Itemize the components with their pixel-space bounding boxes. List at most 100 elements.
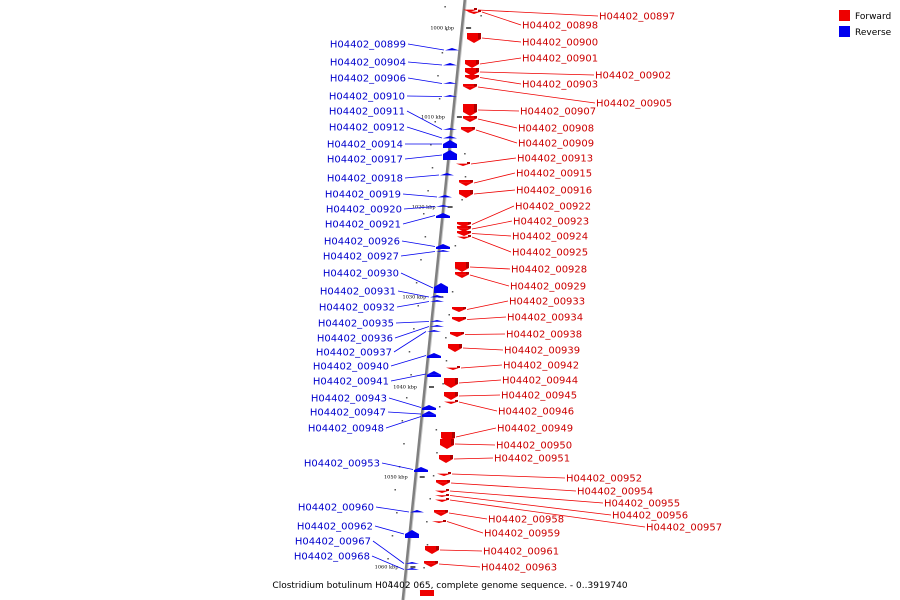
forward-gene-arrow [459, 194, 473, 198]
forward-leader-line [455, 427, 497, 438]
forward-gene-arrow [456, 163, 470, 166]
forward-gene-shade [436, 546, 439, 550]
forward-gene-arrow [463, 118, 477, 122]
forward-gene-arrow [452, 309, 466, 312]
reverse-gene-arrow [427, 330, 441, 332]
forward-gene-arrow [444, 401, 458, 404]
minor-feature-dot [427, 190, 429, 192]
kbp-tick-label: 1060 kbp [375, 565, 399, 571]
reverse-leader-line [397, 290, 430, 298]
forward-leader-line [449, 495, 612, 516]
forward-gene-label: H04402_00907 [520, 107, 596, 118]
minor-feature-dot [413, 328, 415, 330]
forward-leader-line [479, 71, 595, 76]
forward-leader-line [454, 443, 496, 446]
minor-feature-dot [461, 199, 463, 201]
forward-gene-arrow [448, 348, 462, 352]
forward-gene-arrow [463, 86, 477, 90]
reverse-gene-arrow [443, 63, 457, 66]
forward-gene-shade [445, 510, 448, 513]
forward-leader-line [466, 300, 509, 310]
forward-gene-arrow [467, 11, 481, 14]
forward-gene-label: H04402_00915 [516, 169, 592, 180]
forward-leader-line [438, 563, 481, 568]
forward-gene-label: H04402_00925 [512, 248, 588, 259]
reverse-gene-arrow [430, 300, 444, 302]
forward-gene-arrow [455, 268, 469, 272]
forward-gene-arrow [463, 112, 477, 116]
reverse-gene-label: H04402_00919 [325, 190, 401, 201]
reverse-gene-arrow [436, 213, 450, 216]
reverse-gene-label: H04402_00941 [313, 377, 389, 388]
forward-gene-shade [452, 432, 455, 438]
forward-leader-line [481, 11, 522, 26]
forward-gene-body [439, 455, 453, 459]
kbp-tick-label: 1030 kbp [403, 295, 427, 301]
forward-gene-shade [450, 455, 453, 459]
reverse-gene-arrow [410, 510, 424, 513]
reverse-gene-label: H04402_00932 [319, 303, 395, 314]
reverse-gene-arrow [422, 411, 436, 415]
reverse-gene-arrow [445, 48, 459, 51]
minor-feature-dot [424, 236, 427, 238]
forward-gene-shade [470, 190, 473, 194]
forward-gene-label: H04402_00952 [566, 474, 642, 485]
forward-gene-body [455, 272, 469, 275]
minor-feature-dot [454, 245, 457, 247]
forward-gene-shade [474, 104, 477, 112]
minor-feature-dot [441, 52, 444, 54]
forward-gene-body [467, 33, 481, 39]
legend-forward-swatch [839, 10, 850, 21]
reverse-gene-arrow [436, 244, 450, 247]
forward-leader-line [473, 172, 516, 184]
forward-gene-shade [463, 317, 466, 319]
forward-gene-arrow [467, 39, 481, 43]
reverse-gene-arrow [443, 95, 457, 97]
reverse-gene-arrow [405, 562, 419, 564]
forward-gene-arrow [439, 459, 453, 463]
forward-leader-line [479, 77, 522, 85]
forward-gene-body [459, 190, 473, 194]
forward-gene-body [457, 231, 471, 233]
forward-gene-arrow [435, 490, 449, 493]
forward-leader-line [477, 86, 596, 104]
reverse-leader-line [385, 416, 422, 429]
reverse-leader-line [374, 525, 405, 535]
minor-feature-dot [429, 498, 431, 500]
forward-gene-label: H04402_00954 [577, 487, 653, 498]
forward-gene-shade [470, 180, 473, 183]
reverse-gene-label: H04402_00917 [327, 155, 403, 166]
forward-gene-arrow [465, 72, 479, 76]
forward-gene-label: H04402_00957 [646, 523, 722, 534]
forward-gene-shade [457, 366, 460, 368]
forward-gene-shade [446, 494, 449, 496]
legend-forward-label: Forward [855, 12, 891, 22]
reverse-gene-label: H04402_00930 [323, 269, 399, 280]
reverse-leader-line [395, 321, 430, 324]
forward-gene-label: H04402_00942 [503, 361, 579, 372]
reverse-gene-arrow [422, 405, 436, 408]
kbp-tick-label: 1010 kbp [421, 115, 445, 121]
reverse-leader-line [375, 506, 410, 513]
forward-gene-label: H04402_00929 [510, 282, 586, 293]
minor-feature-dot [408, 351, 411, 353]
genome-backbone [401, 0, 467, 600]
reverse-gene-label: H04402_00912 [329, 123, 405, 134]
forward-gene-body [448, 344, 462, 348]
reverse-leader-line [402, 215, 436, 225]
reverse-gene-label: H04402_00935 [318, 319, 394, 330]
forward-leader-line [477, 118, 518, 129]
reverse-gene-arrow [422, 415, 436, 417]
reverse-leader-line [400, 272, 434, 289]
minor-feature-dot [415, 282, 418, 284]
reverse-leader-line [404, 174, 440, 179]
legend-reverse-label: Reverse [855, 28, 892, 38]
reverse-gene-label: H04402_00911 [329, 107, 405, 118]
minor-feature-dot [446, 29, 448, 31]
forward-gene-body [444, 392, 458, 396]
reverse-leader-line [371, 555, 405, 570]
forward-gene-body [463, 116, 477, 119]
reverse-gene-label: H04402_00940 [313, 362, 389, 373]
minor-feature-dot [480, 15, 482, 17]
reverse-gene-label: H04402_00899 [330, 40, 406, 51]
